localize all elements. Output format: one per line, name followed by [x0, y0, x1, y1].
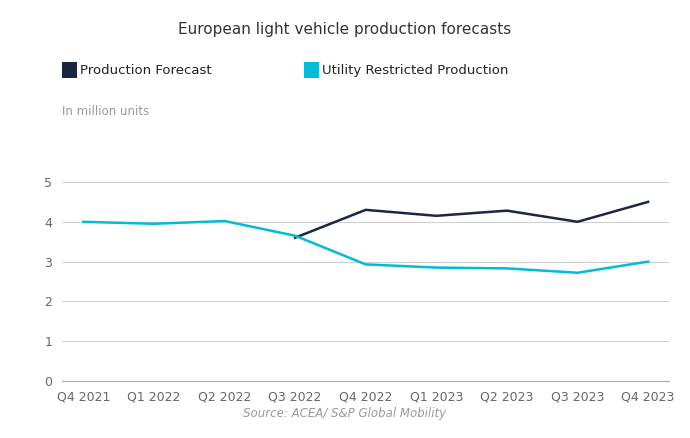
- Text: Utility Restricted Production: Utility Restricted Production: [322, 64, 508, 77]
- Text: Production Forecast: Production Forecast: [80, 64, 212, 77]
- Text: Source: ACEA/ S&P Global Mobility: Source: ACEA/ S&P Global Mobility: [244, 407, 446, 420]
- Text: In million units: In million units: [62, 105, 149, 118]
- Text: European light vehicle production forecasts: European light vehicle production foreca…: [179, 22, 511, 37]
